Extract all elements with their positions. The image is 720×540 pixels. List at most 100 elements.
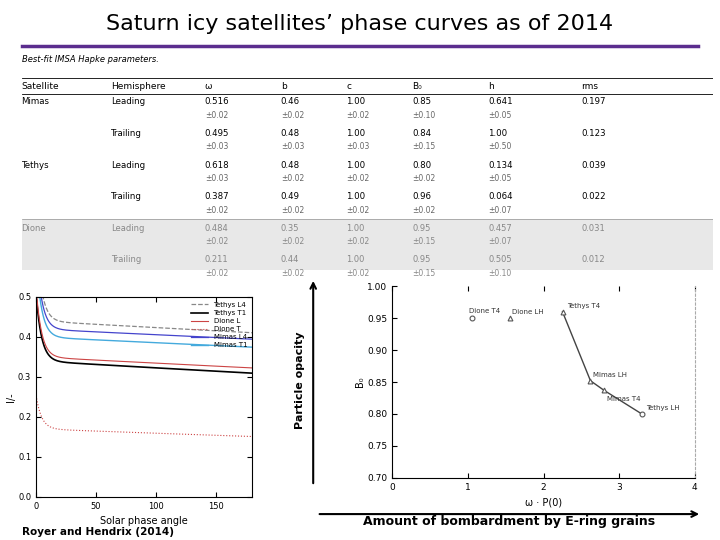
Tethys T1 <box>248 370 256 376</box>
Text: 0.35: 0.35 <box>281 224 300 233</box>
Text: ±0.02: ±0.02 <box>346 174 369 183</box>
Text: b: b <box>281 82 287 91</box>
Dione L <box>117 358 126 365</box>
Mimas T1 <box>58 334 67 341</box>
Text: Best-fit IMSA Hapke parameters.: Best-fit IMSA Hapke parameters. <box>22 55 158 64</box>
Mimas T1 <box>117 338 126 345</box>
Mimas L4 <box>188 333 197 340</box>
Text: Trailing: Trailing <box>112 255 142 264</box>
Text: Trailing: Trailing <box>112 129 143 138</box>
Mimas L4 <box>248 336 256 342</box>
Text: 0.022: 0.022 <box>582 192 606 201</box>
Mimas L4 <box>102 329 111 336</box>
Line: Tethys L4: Tethys L4 <box>37 242 252 333</box>
Dione T <box>102 428 111 435</box>
Dione L <box>58 355 67 361</box>
Tethys L4 <box>168 325 176 332</box>
Text: Dione: Dione <box>22 224 46 233</box>
X-axis label: Solar phase angle: Solar phase angle <box>100 516 188 526</box>
Text: ±0.02: ±0.02 <box>281 111 304 120</box>
Tethys T1 <box>188 367 197 373</box>
Dione L <box>248 364 256 371</box>
Text: ±0.02: ±0.02 <box>346 268 369 278</box>
Dione T <box>58 427 67 433</box>
Dione L <box>32 291 41 298</box>
Tethys L4 <box>248 329 256 336</box>
Tethys L4 <box>188 326 197 333</box>
Dione T <box>117 429 126 435</box>
Tethys T1 <box>58 359 67 365</box>
Mimas L4 <box>168 332 176 339</box>
Text: 0.48: 0.48 <box>281 160 300 170</box>
Mimas L4 <box>58 326 67 333</box>
Text: Amount of bombardment by E-ring grains: Amount of bombardment by E-ring grains <box>364 515 655 528</box>
Text: 0.012: 0.012 <box>582 255 605 264</box>
Text: ±0.02: ±0.02 <box>412 174 436 183</box>
Text: h: h <box>488 82 494 91</box>
Line: Tethys T1: Tethys T1 <box>37 300 252 373</box>
Text: ±0.02: ±0.02 <box>346 206 369 214</box>
Text: ±0.02: ±0.02 <box>204 237 228 246</box>
Text: ±0.02: ±0.02 <box>281 174 304 183</box>
Text: ±0.03: ±0.03 <box>346 143 370 151</box>
Text: 0.95: 0.95 <box>412 255 431 264</box>
Tethys T1 <box>117 363 126 369</box>
Text: 0.641: 0.641 <box>488 98 513 106</box>
Text: ±0.02: ±0.02 <box>204 206 228 214</box>
Text: Tethys: Tethys <box>22 160 49 170</box>
Text: ω: ω <box>204 82 212 91</box>
Text: 0.031: 0.031 <box>582 224 606 233</box>
Y-axis label: I/-: I/- <box>6 392 17 402</box>
Mimas L4 <box>32 251 41 257</box>
Text: ±0.15: ±0.15 <box>412 237 436 246</box>
Text: Mimas: Mimas <box>22 98 50 106</box>
Text: 1.00: 1.00 <box>346 192 366 201</box>
Text: ±0.03: ±0.03 <box>204 174 228 183</box>
Text: ±0.10: ±0.10 <box>412 111 436 120</box>
Dione T <box>168 430 176 437</box>
Text: Leading: Leading <box>112 98 145 106</box>
Text: 1.00: 1.00 <box>346 160 366 170</box>
Text: 0.197: 0.197 <box>582 98 606 106</box>
Text: ±0.02: ±0.02 <box>204 268 228 278</box>
Legend: Tethys L4, Tethys T1, Dione L, Dione T, Mimas L4, Mimas T1: Tethys L4, Tethys T1, Dione L, Dione T, … <box>189 300 248 350</box>
Text: ±0.02: ±0.02 <box>204 111 228 120</box>
Text: Tethys T4: Tethys T4 <box>567 302 600 308</box>
Text: 0.211: 0.211 <box>204 255 228 264</box>
Text: ±0.10: ±0.10 <box>488 268 511 278</box>
Text: Leading: Leading <box>112 160 145 170</box>
Tethys L4 <box>189 326 197 333</box>
Line: Dione L: Dione L <box>37 294 252 368</box>
Dione L <box>102 357 111 364</box>
Dione L <box>168 361 176 367</box>
Tethys L4 <box>58 319 67 325</box>
Text: 0.505: 0.505 <box>488 255 512 264</box>
Text: B₀: B₀ <box>412 82 422 91</box>
Bar <box>22 220 713 284</box>
Text: ±0.02: ±0.02 <box>412 206 436 214</box>
Text: Hemisphere: Hemisphere <box>112 82 166 91</box>
Mimas T1 <box>102 337 111 343</box>
Text: ±0.02: ±0.02 <box>346 111 369 120</box>
Line: Mimas T1: Mimas T1 <box>37 265 252 347</box>
Text: Dione T4: Dione T4 <box>469 308 500 314</box>
Tethys T1 <box>189 367 197 373</box>
Text: 0.49: 0.49 <box>281 192 300 201</box>
Text: 1.00: 1.00 <box>346 224 365 233</box>
Text: c: c <box>346 82 351 91</box>
Mimas T1 <box>168 340 176 347</box>
Tethys L4 <box>117 322 126 329</box>
X-axis label: ω · P(0): ω · P(0) <box>525 497 562 507</box>
Text: 0.96: 0.96 <box>412 192 431 201</box>
Text: ±0.05: ±0.05 <box>488 111 511 120</box>
Dione T <box>188 431 197 438</box>
Text: 1.00: 1.00 <box>346 255 365 264</box>
Text: ±0.07: ±0.07 <box>488 237 511 246</box>
Text: Leading: Leading <box>112 224 145 233</box>
Text: 0.618: 0.618 <box>204 160 230 170</box>
Text: 0.495: 0.495 <box>204 129 229 138</box>
Text: 1.00: 1.00 <box>346 98 366 106</box>
Mimas L4 <box>189 333 197 340</box>
Text: 0.48: 0.48 <box>281 129 300 138</box>
Text: 0.46: 0.46 <box>281 98 300 106</box>
